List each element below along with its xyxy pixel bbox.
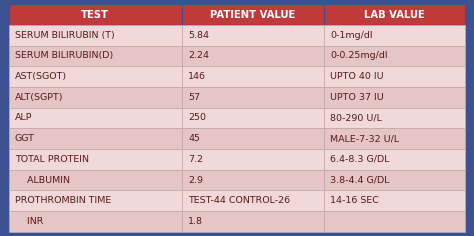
Text: 146: 146	[188, 72, 206, 81]
FancyBboxPatch shape	[324, 25, 465, 46]
FancyBboxPatch shape	[182, 170, 324, 190]
Text: 6.4-8.3 G/DL: 6.4-8.3 G/DL	[330, 155, 390, 164]
Text: ALBUMIN: ALBUMIN	[15, 176, 70, 185]
Text: AST(SGOT): AST(SGOT)	[15, 72, 67, 81]
FancyBboxPatch shape	[182, 190, 324, 211]
FancyBboxPatch shape	[9, 4, 182, 25]
Text: 1.8: 1.8	[188, 217, 203, 226]
Text: 5.84: 5.84	[188, 31, 210, 40]
Text: ALT(SGPT): ALT(SGPT)	[15, 93, 63, 102]
FancyBboxPatch shape	[9, 108, 182, 128]
FancyBboxPatch shape	[182, 25, 324, 46]
FancyBboxPatch shape	[9, 211, 182, 232]
FancyBboxPatch shape	[324, 87, 465, 108]
Text: UPTO 40 IU: UPTO 40 IU	[330, 72, 383, 81]
Text: PROTHROMBIN TIME: PROTHROMBIN TIME	[15, 196, 111, 205]
Text: MALE-7-32 U/L: MALE-7-32 U/L	[330, 134, 399, 143]
FancyBboxPatch shape	[9, 46, 182, 66]
FancyBboxPatch shape	[324, 46, 465, 66]
FancyBboxPatch shape	[324, 4, 465, 25]
FancyBboxPatch shape	[9, 87, 182, 108]
Text: 57: 57	[188, 93, 201, 102]
FancyBboxPatch shape	[9, 66, 182, 87]
Text: TOTAL PROTEIN: TOTAL PROTEIN	[15, 155, 89, 164]
FancyBboxPatch shape	[182, 211, 324, 232]
FancyBboxPatch shape	[182, 46, 324, 66]
Text: 2.24: 2.24	[188, 51, 210, 60]
Text: 14-16 SEC: 14-16 SEC	[330, 196, 379, 205]
Text: PATIENT VALUE: PATIENT VALUE	[210, 10, 296, 20]
Text: TEST-44 CONTROL-26: TEST-44 CONTROL-26	[188, 196, 291, 205]
Text: 2.9: 2.9	[188, 176, 203, 185]
FancyBboxPatch shape	[324, 149, 465, 170]
Text: 80-290 U/L: 80-290 U/L	[330, 114, 382, 122]
FancyBboxPatch shape	[182, 87, 324, 108]
FancyBboxPatch shape	[182, 66, 324, 87]
Text: 3.8-4.4 G/DL: 3.8-4.4 G/DL	[330, 176, 390, 185]
FancyBboxPatch shape	[9, 149, 182, 170]
FancyBboxPatch shape	[182, 108, 324, 128]
FancyBboxPatch shape	[324, 108, 465, 128]
FancyBboxPatch shape	[324, 128, 465, 149]
Text: 45: 45	[188, 134, 201, 143]
FancyBboxPatch shape	[9, 170, 182, 190]
FancyBboxPatch shape	[9, 190, 182, 211]
FancyBboxPatch shape	[182, 4, 324, 25]
Text: GGT: GGT	[15, 134, 35, 143]
Text: 250: 250	[188, 114, 206, 122]
FancyBboxPatch shape	[9, 25, 182, 46]
Text: 7.2: 7.2	[188, 155, 203, 164]
Text: TEST: TEST	[82, 10, 109, 20]
Text: LAB VALUE: LAB VALUE	[364, 10, 425, 20]
FancyBboxPatch shape	[182, 128, 324, 149]
Text: SERUM BILIRUBIN (T): SERUM BILIRUBIN (T)	[15, 31, 114, 40]
Text: ALP: ALP	[15, 114, 32, 122]
FancyBboxPatch shape	[324, 190, 465, 211]
Text: UPTO 37 IU: UPTO 37 IU	[330, 93, 384, 102]
FancyBboxPatch shape	[324, 170, 465, 190]
FancyBboxPatch shape	[324, 66, 465, 87]
FancyBboxPatch shape	[9, 128, 182, 149]
FancyBboxPatch shape	[324, 211, 465, 232]
FancyBboxPatch shape	[182, 149, 324, 170]
Text: SERUM BILIRUBIN(D): SERUM BILIRUBIN(D)	[15, 51, 113, 60]
Text: 0-0.25mg/dl: 0-0.25mg/dl	[330, 51, 387, 60]
Text: INR: INR	[15, 217, 43, 226]
Text: 0-1mg/dl: 0-1mg/dl	[330, 31, 373, 40]
